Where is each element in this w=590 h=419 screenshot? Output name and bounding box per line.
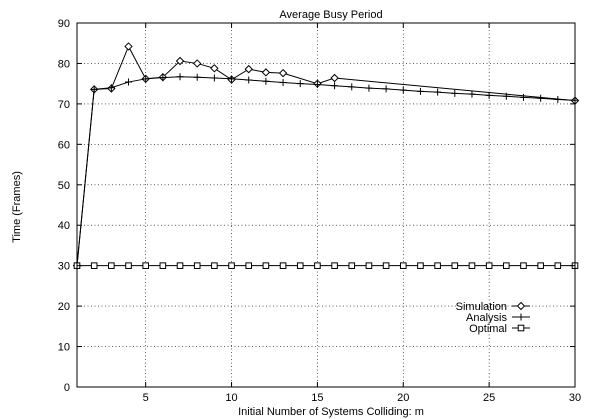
simulation-point xyxy=(278,68,288,78)
plot-frame xyxy=(76,22,576,388)
analysis-point xyxy=(554,95,562,103)
analysis-point xyxy=(451,89,459,97)
analysis-line xyxy=(76,76,576,266)
analysis-point xyxy=(296,80,304,88)
analysis-point xyxy=(159,74,167,82)
simulation-point xyxy=(261,68,271,77)
optimal-point xyxy=(365,262,373,269)
simulation-series xyxy=(72,42,580,270)
analysis-point xyxy=(485,91,493,99)
analysis-point xyxy=(176,73,184,81)
optimal-point xyxy=(228,262,235,269)
analysis-point xyxy=(313,80,321,88)
x-tick-label: 15 xyxy=(311,392,323,404)
legend-label: Optimal xyxy=(469,323,507,335)
y-tick-label: 90 xyxy=(58,18,70,30)
optimal-point xyxy=(517,324,525,332)
optimal-point xyxy=(468,262,476,269)
y-tick-label: 50 xyxy=(58,180,70,192)
analysis-point xyxy=(519,93,527,101)
y-tick-label: 0 xyxy=(64,382,70,394)
analysis-point xyxy=(107,84,115,92)
optimal-point xyxy=(314,262,321,269)
optimal-point xyxy=(331,262,338,269)
analysis-point xyxy=(331,82,339,90)
optimal-point xyxy=(176,262,184,269)
optimal-point xyxy=(503,262,510,269)
optimal-point xyxy=(108,262,115,269)
x-tick-label: 25 xyxy=(483,392,495,404)
optimal-point xyxy=(382,262,390,269)
analysis-point xyxy=(434,88,442,96)
analysis-point xyxy=(399,86,407,94)
optimal-point xyxy=(485,262,493,269)
simulation-point xyxy=(516,301,526,311)
y-tick-label: 10 xyxy=(58,342,70,354)
optimal-point xyxy=(348,262,356,269)
simulation-point xyxy=(244,64,253,74)
optimal-point xyxy=(399,262,407,269)
series-layer xyxy=(72,42,580,270)
optimal-point xyxy=(262,262,270,269)
simulation-point xyxy=(210,64,219,73)
optimal-point xyxy=(245,262,253,269)
optimal-point xyxy=(159,262,167,269)
analysis-point xyxy=(365,84,373,92)
optimal-point xyxy=(296,262,304,269)
analysis-point xyxy=(416,87,424,95)
analysis-point xyxy=(348,83,356,91)
y-tick-label: 70 xyxy=(58,99,70,111)
y-tick-label: 60 xyxy=(58,139,70,151)
x-tick-label: 5 xyxy=(143,392,149,404)
optimal-point xyxy=(417,262,424,269)
analysis-series xyxy=(73,73,579,270)
simulation-point xyxy=(175,56,185,66)
x-tick-label: 10 xyxy=(225,392,237,404)
analysis-point xyxy=(245,76,253,84)
analysis-point xyxy=(537,94,545,102)
optimal-point xyxy=(537,262,544,269)
analysis-point xyxy=(125,78,133,86)
analysis-point xyxy=(90,85,98,93)
y-tick-label: 30 xyxy=(58,261,70,273)
simulation-point xyxy=(192,59,202,68)
analysis-point xyxy=(142,75,150,83)
analysis-point xyxy=(517,313,525,321)
y-tick-label: 40 xyxy=(58,220,70,232)
simulation-point xyxy=(330,73,339,83)
optimal-point xyxy=(193,262,201,269)
legend-label: Analysis xyxy=(466,312,507,324)
ticks-layer: 0 10 20 30 40 50 60 70 80 90 5 10 15 20 25 30 xyxy=(58,18,581,404)
optimal-point xyxy=(90,262,98,269)
chart-title: Average Busy Period xyxy=(279,9,382,21)
optimal-point xyxy=(211,262,218,269)
legend-label: Simulation xyxy=(456,301,507,313)
x-tick-label: 30 xyxy=(569,392,581,404)
analysis-point xyxy=(262,77,270,85)
simulation-point xyxy=(124,42,133,51)
analysis-point xyxy=(210,74,218,82)
simulation-line xyxy=(76,45,576,266)
optimal-point xyxy=(279,262,287,269)
optimal-point xyxy=(451,262,459,269)
y-axis-label: Time (Frames) xyxy=(11,171,23,243)
x-axis-label: Initial Number of Systems Colliding: m xyxy=(238,406,424,418)
analysis-point xyxy=(382,85,390,93)
x-tick-label: 20 xyxy=(397,392,409,404)
optimal-point xyxy=(520,262,527,269)
optimal-point xyxy=(554,262,562,269)
analysis-point xyxy=(502,92,510,100)
optimal-point xyxy=(434,262,441,269)
analysis-point xyxy=(228,75,236,83)
analysis-point xyxy=(193,73,201,81)
analysis-point xyxy=(279,78,287,86)
optimal-series xyxy=(73,262,579,269)
y-tick-label: 80 xyxy=(58,58,70,70)
y-tick-label: 20 xyxy=(58,301,70,313)
optimal-point xyxy=(125,262,132,269)
optimal-point xyxy=(142,262,149,269)
analysis-point xyxy=(468,90,476,98)
